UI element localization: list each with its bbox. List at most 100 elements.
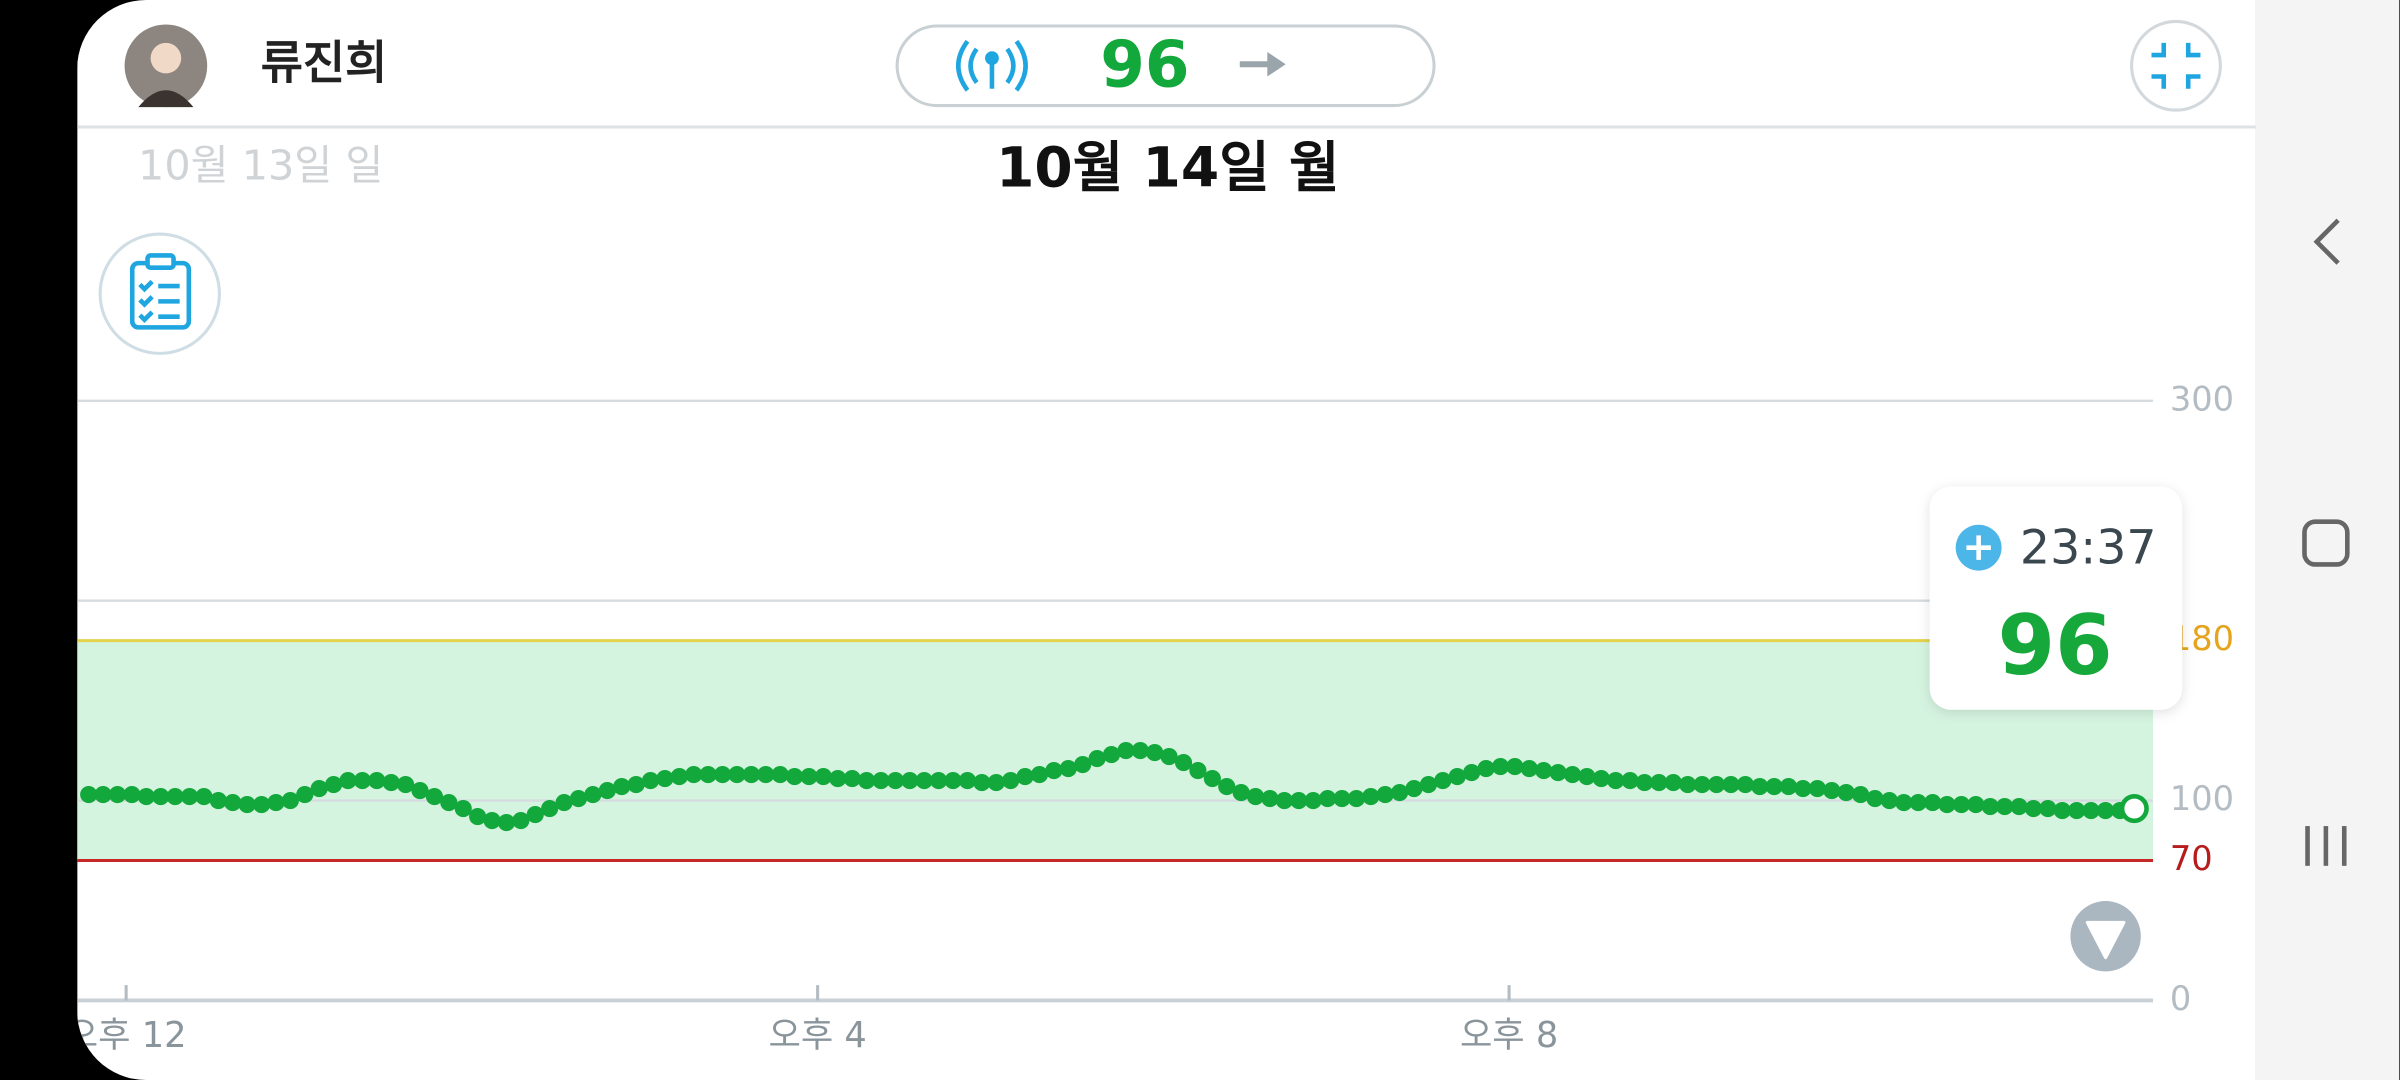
data-point — [1160, 748, 1178, 766]
data-point — [1376, 786, 1394, 804]
data-point — [1751, 778, 1769, 796]
data-point — [80, 786, 98, 804]
x-tick-label: 오후 4 — [768, 1015, 866, 1056]
y-tick-label: 0 — [2170, 979, 2191, 1018]
data-point — [1938, 795, 1956, 814]
data-point — [2082, 801, 2100, 820]
data-point — [1333, 790, 1351, 808]
data-point — [137, 788, 155, 806]
data-point — [1952, 795, 1971, 814]
data-point — [497, 813, 516, 832]
data-point — [742, 766, 760, 784]
data-point — [1189, 762, 1207, 780]
data-point — [1693, 776, 1711, 794]
data-point — [1146, 744, 1164, 762]
back-button[interactable] — [2313, 218, 2340, 265]
data-point — [2039, 799, 2057, 818]
recents-button[interactable] — [2305, 826, 2347, 866]
tooltip: 23:37 96 — [1929, 486, 2183, 710]
data-point — [598, 782, 616, 800]
data-point — [1102, 746, 1121, 764]
data-point — [901, 772, 919, 790]
data-point — [1362, 788, 1380, 806]
data-point — [425, 788, 443, 806]
data-point — [195, 788, 213, 806]
data-point — [1434, 772, 1452, 790]
data-point — [685, 766, 703, 784]
data-point — [411, 782, 429, 800]
data-point — [569, 790, 588, 808]
data-point — [166, 788, 184, 806]
current-date: 10월 14일 월 — [996, 135, 1340, 199]
data-point — [1607, 772, 1625, 790]
data-point — [310, 780, 328, 798]
data-point — [1419, 776, 1437, 794]
data-point — [1448, 768, 1466, 786]
data-point — [886, 772, 904, 790]
data-point — [454, 799, 472, 818]
data-point — [1794, 780, 1812, 798]
data-point — [1203, 770, 1221, 788]
data-point — [1491, 758, 1510, 776]
data-point — [1477, 760, 1495, 778]
data-point — [1621, 772, 1639, 790]
data-point — [238, 795, 256, 814]
data-point — [353, 772, 371, 790]
data-point — [1981, 797, 1999, 816]
data-point — [1650, 774, 1668, 792]
previous-date[interactable]: 10월 13일 일 — [138, 141, 383, 189]
current-value: 96 — [1100, 27, 1189, 102]
avatar-body — [138, 90, 194, 108]
collapse-button[interactable] — [2130, 19, 2222, 112]
data-point — [2024, 799, 2043, 818]
data-point — [1909, 793, 1927, 812]
data-point — [814, 768, 832, 786]
data-point — [786, 768, 804, 786]
data-point — [152, 788, 170, 806]
data-point — [699, 766, 717, 784]
data-point — [224, 793, 242, 812]
data-point — [1679, 776, 1697, 794]
nav-bar — [2255, 0, 2400, 1080]
status-pill[interactable] — [895, 24, 1436, 108]
data-point — [713, 766, 732, 784]
data-point — [1592, 770, 1610, 788]
data-point — [469, 807, 487, 826]
log-button[interactable] — [98, 232, 221, 355]
data-point — [1549, 764, 1567, 782]
data-point — [958, 772, 977, 790]
data-point — [1866, 790, 1884, 808]
avatar-face — [150, 42, 182, 74]
data-point — [1779, 778, 1798, 796]
data-point — [656, 770, 674, 788]
data-point — [123, 786, 141, 804]
app-panel: 류진희 96 10월 13일 일 10월 14일 월 070100180300오… — [77, 0, 2256, 1080]
data-point — [930, 772, 948, 790]
data-point — [1535, 762, 1553, 780]
data-point — [1002, 772, 1020, 790]
collapse-icon — [2151, 42, 2201, 89]
data-point — [555, 793, 573, 812]
data-point — [1391, 784, 1409, 802]
data-point — [1765, 778, 1783, 796]
data-point — [1837, 784, 1855, 802]
data-point — [973, 774, 991, 792]
clipboard-icon — [129, 253, 192, 330]
data-point — [1405, 780, 1423, 798]
home-button[interactable] — [2302, 519, 2350, 567]
data-point — [1347, 790, 1365, 808]
data-point — [641, 772, 660, 790]
data-point — [1218, 778, 1236, 796]
data-point — [512, 811, 530, 830]
data-point — [1174, 754, 1193, 772]
data-point — [1246, 788, 1265, 806]
data-point — [800, 768, 818, 786]
panel-bg — [77, 0, 2256, 1080]
data-point — [1736, 776, 1754, 794]
data-point — [1823, 782, 1841, 800]
data-point — [1707, 776, 1726, 794]
trend-arrow — [1239, 52, 1286, 77]
data-point — [180, 788, 199, 806]
